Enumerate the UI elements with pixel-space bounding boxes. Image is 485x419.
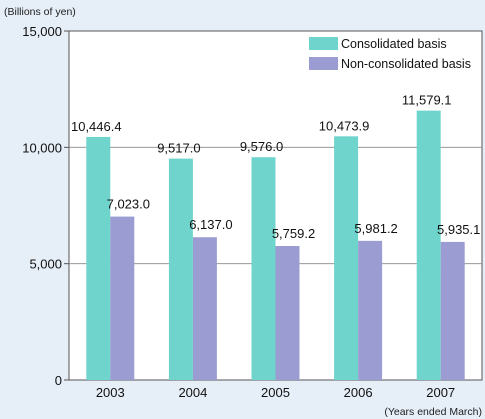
bar-consolidated-2005: [251, 157, 276, 380]
x-axis-footnote: (Years ended March): [384, 406, 482, 418]
bar-consolidated-2003: [86, 136, 111, 380]
data-label: 7,023.0: [107, 197, 150, 212]
x-axis-ticks: 2003 2004 2005 2006 2007: [96, 385, 455, 400]
legend-label: Consolidated basis: [341, 37, 447, 51]
y-tick-label: 15,000: [22, 24, 62, 39]
data-label: 9,517.0: [157, 141, 200, 156]
bar-non-consolidated-2003: [110, 216, 135, 380]
data-label: 11,579.1: [402, 93, 452, 108]
bar-consolidated-2004: [168, 158, 193, 380]
x-tick-label: 2004: [178, 385, 207, 400]
data-label: 5,981.2: [354, 221, 397, 236]
data-labels: 10,446.4 7,023.0 9,517.0 6,137.0 9,576.0 5,75…: [71, 93, 480, 241]
x-tick-label: 2003: [96, 385, 125, 400]
bar-consolidated-2007: [416, 110, 441, 380]
legend-label: Non-consolidated basis: [341, 57, 471, 71]
bars: [86, 110, 465, 380]
x-tick-label: 2007: [426, 385, 455, 400]
data-label: 6,137.0: [189, 217, 232, 232]
data-label: 5,759.2: [272, 226, 315, 241]
y-tick-label: 0: [55, 373, 62, 388]
legend: Consolidated basis Non-consolidated basis: [309, 37, 471, 71]
y-tick-label: 10,000: [22, 140, 62, 155]
bar-non-consolidated-2007: [440, 241, 465, 380]
data-label: 10,473.9: [319, 118, 370, 133]
data-label: 9,576.0: [240, 139, 283, 154]
legend-swatch: [309, 57, 338, 70]
data-label: 10,446.4: [71, 119, 122, 134]
bar-non-consolidated-2006: [358, 240, 383, 380]
x-tick-label: 2005: [261, 385, 290, 400]
data-label: 5,935.1: [437, 222, 480, 237]
bar-non-consolidated-2005: [275, 246, 300, 380]
bar-non-consolidated-2004: [192, 237, 217, 380]
legend-swatch: [309, 37, 338, 50]
y-tick-label: 5,000: [29, 257, 62, 272]
bar-consolidated-2006: [334, 136, 359, 380]
x-tick-label: 2006: [344, 385, 373, 400]
y-axis-unit-label: (Billions of yen): [4, 6, 76, 18]
y-axis-ticks: 0 5,000 10,000 15,000: [22, 24, 69, 388]
